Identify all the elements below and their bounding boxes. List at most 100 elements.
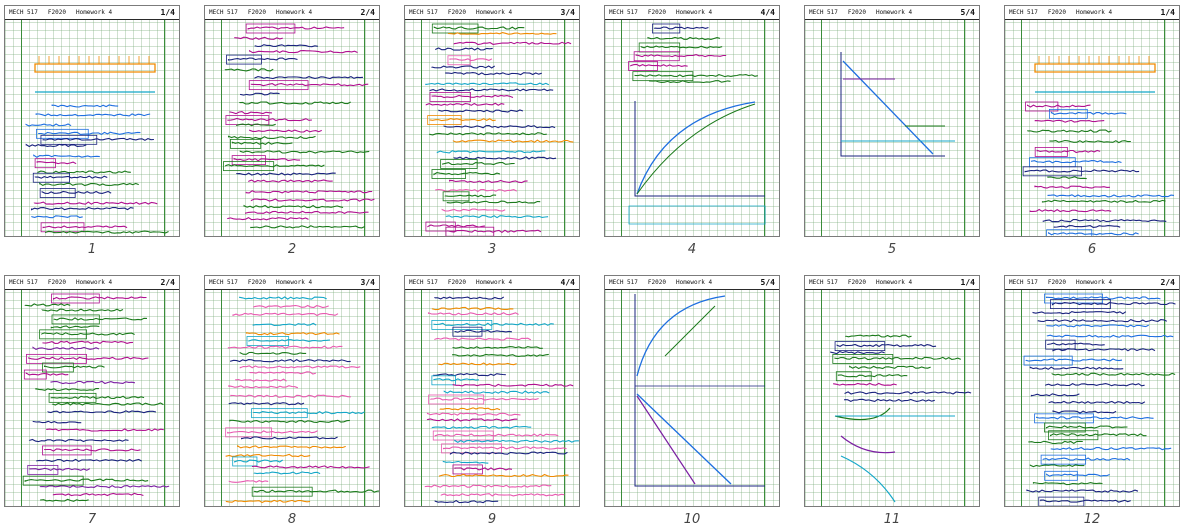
- handwriting-stroke: [445, 71, 542, 76]
- assignment-title: Homework 4: [675, 279, 713, 286]
- handwriting-stroke: [43, 365, 105, 369]
- boxed-equation: [1050, 299, 1111, 309]
- handwriting-stroke: [234, 459, 283, 463]
- course-name: MECH 517: [9, 279, 38, 286]
- boxed-equation: [428, 394, 485, 405]
- handwriting-stroke: [46, 428, 164, 432]
- handwriting-stroke: [647, 36, 721, 41]
- boxed-equation: [1025, 101, 1059, 112]
- handwriting-stroke: [1030, 159, 1122, 164]
- handwriting-stroke: [232, 312, 339, 317]
- margin-line: [221, 20, 222, 236]
- handwritten-notes: [223, 23, 375, 229]
- handwriting-stroke: [452, 139, 574, 143]
- page-thumbnail-6[interactable]: MECH 517 F2020 Homework 4 1/4 6: [1002, 0, 1182, 260]
- handwriting-stroke: [32, 346, 100, 351]
- assignment-title: Homework 4: [275, 279, 313, 286]
- page-sheet: MECH 517 F2020 Homework 4 4/4: [604, 5, 780, 237]
- handwriting-stroke: [426, 418, 518, 422]
- course-code: F2020: [247, 9, 266, 16]
- margin-line: [221, 290, 222, 506]
- handwriting-stroke: [1047, 194, 1175, 198]
- boxed-equation: [440, 159, 478, 169]
- handwriting-stroke: [435, 188, 518, 193]
- boxed-equation: [1034, 147, 1068, 157]
- boxed-equation: [1048, 430, 1099, 441]
- boxed-equation: [245, 23, 296, 34]
- handwriting-stroke: [230, 394, 351, 398]
- page-thumbnail-8[interactable]: MECH 517 F2020 Homework 4 3/4 8: [202, 270, 382, 530]
- margin-line: [764, 290, 765, 506]
- handwriting-stroke: [228, 385, 299, 389]
- page-thumbnail-4[interactable]: MECH 517 F2020 Homework 4 4/4 4: [602, 0, 782, 260]
- handwriting-stroke: [249, 49, 358, 54]
- page-thumbnail-1[interactable]: MECH 517 F2020 Homework 4 1/4 1: [2, 0, 182, 260]
- handwriting-stroke: [239, 150, 370, 154]
- approx-line: [664, 305, 716, 357]
- course-name: MECH 517: [609, 9, 638, 16]
- handwriting-stroke: [447, 32, 557, 35]
- page-header: MECH 517 F2020 Homework 4 1/4: [805, 276, 979, 290]
- boxed-equation: [1046, 229, 1093, 236]
- handwriting-stroke: [1042, 457, 1131, 461]
- handwriting-stroke: [454, 329, 512, 333]
- handwriting-stroke: [47, 410, 157, 414]
- handwriting-stroke: [439, 407, 501, 411]
- handwriting-stroke: [228, 402, 305, 406]
- handwriting-stroke: [431, 65, 495, 69]
- handwriting-stroke: [1053, 225, 1121, 228]
- page-thumbnail-5[interactable]: MECH 517 F2020 Homework 4 5/4 5: [802, 0, 982, 260]
- handwriting-stroke: [433, 373, 506, 377]
- handwriting-stroke: [24, 478, 149, 482]
- page-sheet: MECH 517 F2020 Homework 4 5/4: [804, 5, 980, 237]
- handwriting-stroke: [33, 154, 100, 158]
- assignment-title: Homework 4: [475, 9, 513, 16]
- handwriting-stroke: [227, 117, 312, 122]
- margin-line: [21, 20, 22, 236]
- boxed-equation: [452, 464, 483, 475]
- assignment-title: Homework 4: [275, 9, 313, 16]
- boxed-equation: [447, 55, 471, 66]
- page-number-label: 5: [887, 242, 897, 257]
- page-thumbnail-10[interactable]: MECH 517 F2020 Homework 4 5/4 10: [602, 270, 782, 530]
- handwriting-stroke: [424, 484, 552, 488]
- margin-line: [1164, 20, 1165, 236]
- page-thumbnail-7[interactable]: MECH 517 F2020 Homework 4 2/4 7: [2, 270, 182, 530]
- handwriting-stroke: [440, 493, 565, 497]
- boxed-equation: [628, 61, 658, 71]
- handwriting-stroke: [454, 467, 513, 471]
- page-thumbnail-11[interactable]: MECH 517 F2020 Homework 4 1/4 11: [802, 270, 982, 530]
- course-name: MECH 517: [209, 9, 238, 16]
- handwriting-stroke: [445, 214, 549, 219]
- handwriting-stroke: [254, 44, 318, 48]
- axes: [634, 101, 765, 197]
- handwriting-stroke: [1045, 425, 1128, 429]
- handwriting-stroke: [42, 225, 128, 229]
- page-thumbnail-2[interactable]: MECH 517 F2020 Homework 4 2/4 2: [202, 0, 382, 260]
- shape-function: [840, 435, 896, 454]
- boxed-equation: [22, 475, 84, 486]
- boxed-equation: [1044, 293, 1103, 304]
- page-fraction: 2/4: [360, 8, 375, 17]
- page-thumbnail-12[interactable]: MECH 517 F2020 Homework 4 2/4 12: [1002, 270, 1182, 530]
- handwriting-stroke: [52, 492, 144, 497]
- boxed-equation: [32, 172, 70, 183]
- handwriting-stroke: [45, 230, 169, 234]
- boxed-equation: [251, 486, 313, 497]
- margin-line: [764, 20, 765, 236]
- handwriting-stroke: [433, 171, 501, 176]
- page-thumbnail-3[interactable]: MECH 517 F2020 Homework 4 3/4 3: [402, 0, 582, 260]
- page-thumbnail-9[interactable]: MECH 517 F2020 Homework 4 4/4 9: [402, 270, 582, 530]
- handwriting-stroke: [442, 460, 489, 464]
- boxed-equation: [1048, 108, 1088, 119]
- course-code: F2020: [1047, 9, 1066, 16]
- course-code: F2020: [47, 279, 66, 286]
- handwriting-stroke: [36, 458, 142, 463]
- handwriting-stroke: [230, 358, 351, 363]
- assignment-title: Homework 4: [475, 279, 513, 286]
- beam-diagram: [34, 63, 156, 73]
- handwriting-stroke: [1051, 301, 1176, 306]
- handwriting-stroke: [425, 102, 505, 106]
- handwriting-stroke: [25, 372, 69, 376]
- boxed-equation: [452, 326, 483, 337]
